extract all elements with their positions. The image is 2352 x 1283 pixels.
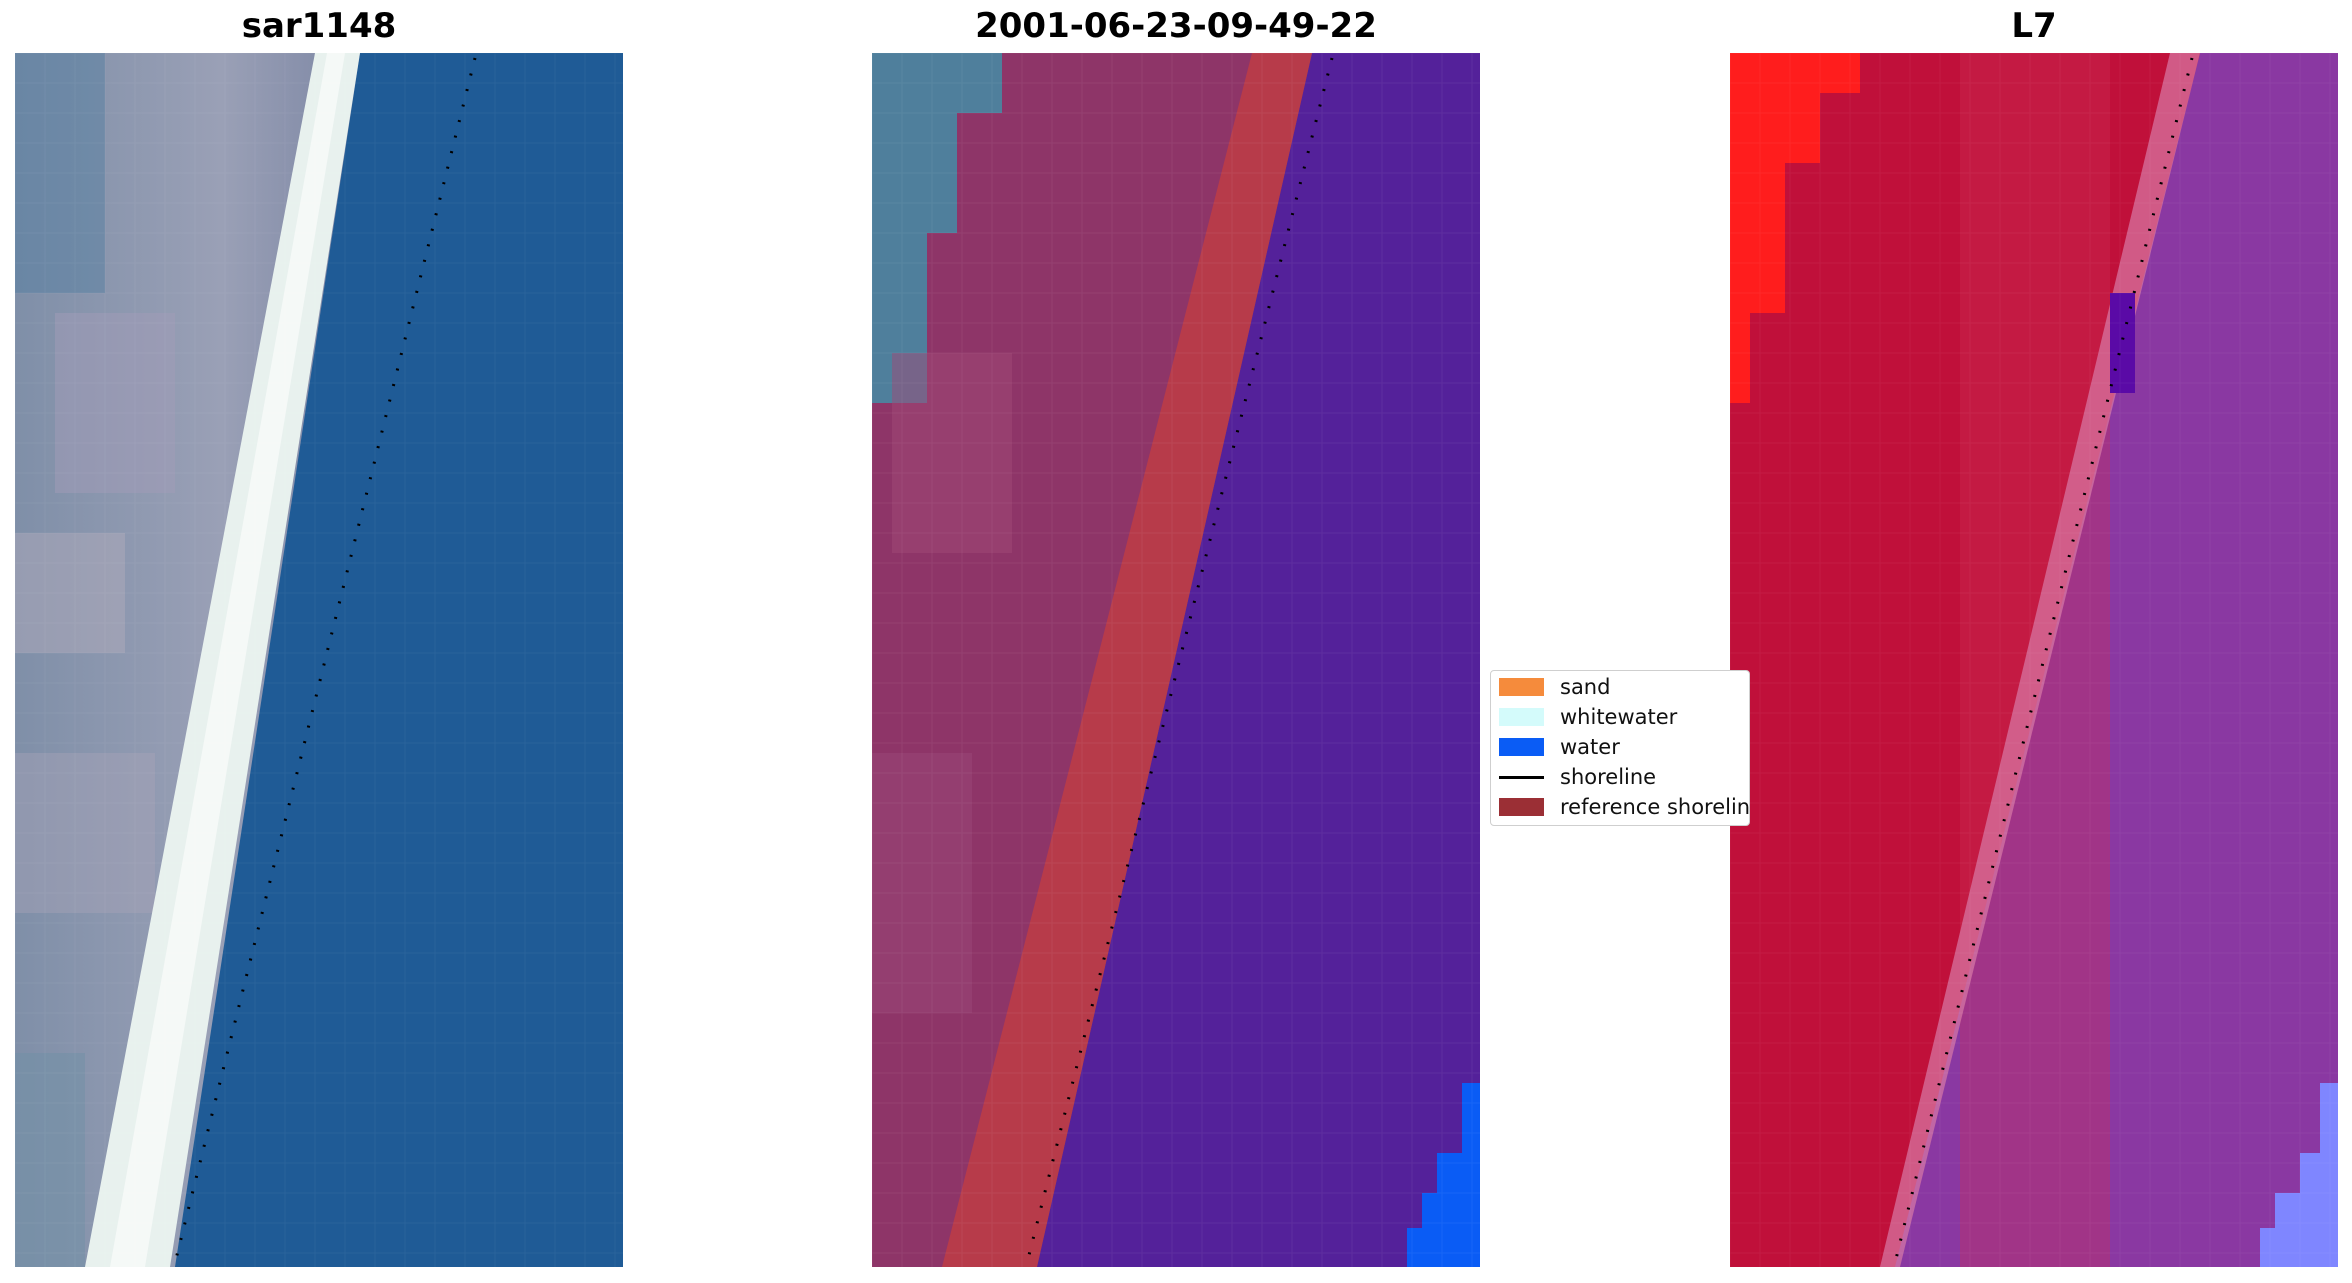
sand-swatch xyxy=(1499,678,1544,696)
index-image xyxy=(1730,53,2338,1267)
panel-title-index: L7 xyxy=(2011,6,2057,46)
shoreline-line-icon xyxy=(1499,775,1544,779)
legend-item-shoreline: shoreline xyxy=(1499,765,1656,789)
legend-item-sand: sand xyxy=(1499,675,1610,699)
whitewater-swatch xyxy=(1499,708,1544,726)
legend-item-whitewater: whitewater xyxy=(1499,705,1677,729)
rgb-image-panel xyxy=(15,53,623,1267)
index-image-panel xyxy=(1730,53,2338,1267)
panel-title-rgb: sar1148 xyxy=(241,6,397,46)
water-swatch xyxy=(1499,738,1544,756)
panel-title-classified: 2001-06-23-09-49-22 xyxy=(975,6,1377,46)
classified-image xyxy=(872,53,1480,1267)
legend-item-water: water xyxy=(1499,735,1620,759)
reference-shoreline-swatch xyxy=(1499,798,1544,816)
classified-image-panel xyxy=(872,53,1480,1267)
legend-item-reference-shoreline: reference shoreline xyxy=(1499,795,1749,819)
legend: sand whitewater water shoreline referenc… xyxy=(1490,670,1750,826)
rgb-image xyxy=(15,53,623,1267)
